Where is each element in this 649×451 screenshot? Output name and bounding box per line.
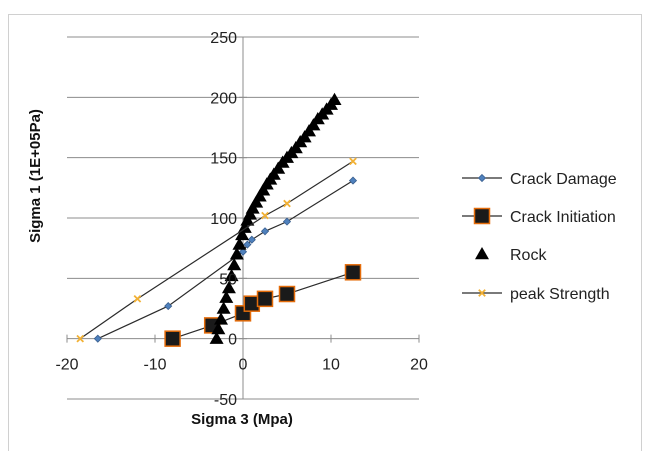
series-crack-damage [93,176,358,343]
data-point-triangle [475,247,489,260]
data-point-triangle [221,280,236,294]
x-marker-stroke [261,211,269,220]
x-axis-title: Sigma 3 (Mpa) [191,411,293,428]
legend-label: Crack Initiation [510,209,616,226]
x-marker-stroke [349,157,357,166]
data-point-triangle [219,290,234,303]
data-point-triangle [237,220,252,233]
data-point-square [278,285,296,303]
data-point-triangle [327,92,342,105]
data-point-diamond [164,302,173,311]
x-tick-label: 0 [239,357,248,374]
data-point-triangle [224,268,239,282]
data-point-triangle [209,331,224,344]
axes [66,36,420,400]
data-point-triangle [227,258,242,271]
data-point-triangle [214,312,228,325]
data-point-triangle [211,322,226,335]
legend-item: Rock [475,247,547,264]
legend-label: peak Strength [510,286,610,303]
x-tick-label: 20 [410,357,428,374]
data-point-diamond [477,173,487,183]
tick-labels: -20 -10 0 10 20 -50 0 50 100 150 200 250 [55,30,428,409]
data-point-x [283,199,291,208]
legend-item: Crack Initiation [462,207,616,226]
legend-label: Rock [510,247,547,264]
data-point-diamond [247,235,256,244]
chart-frame [8,14,642,451]
y-axis-title: Sigma 1 (1E+05Pa) [27,109,44,243]
y-tick-label: -50 [214,392,237,409]
data-point-diamond [243,240,252,249]
y-tick-label: 250 [210,30,237,47]
y-tick-label: 150 [210,151,237,168]
data-point-x [478,289,486,297]
legend-item: peak Strength [462,286,610,303]
data-point-square [344,264,362,281]
data-point-square [473,207,491,225]
series-line [79,160,354,340]
data-point-triangle [216,301,231,314]
x-marker-stroke [76,334,85,343]
legend: Crack Damage Crack Initiation Rock peak Str… [462,171,617,303]
series-crack-initiation [164,264,362,347]
y-tick-label: 100 [210,211,237,228]
x-marker-stroke [133,295,142,303]
data-point-x [133,295,142,303]
series-rock [209,92,342,344]
data-point-x [261,211,269,220]
series-line [97,180,354,340]
data-point-diamond [93,334,102,343]
x-tick-label: 10 [322,357,340,374]
data-point-triangle [232,237,247,250]
data-point-diamond [282,217,292,226]
series-layer [76,92,362,347]
legend-item: Crack Damage [462,171,617,188]
x-tick-label: -20 [55,357,78,374]
data-point-diamond [348,176,358,185]
data-point-triangle [235,227,250,241]
data-point-square [164,330,181,347]
x-tick-label: -10 [143,357,166,374]
x-marker-stroke [283,199,291,208]
y-tick-label: 200 [210,90,237,107]
data-point-x [349,157,357,166]
series-peak-strength [76,157,357,343]
legend-label: Crack Damage [510,171,617,188]
x-marker-stroke [478,289,486,297]
data-point-diamond [260,227,270,236]
y-tick-label: 50 [219,271,237,288]
data-point-square [256,290,274,308]
data-point-diamond [238,247,248,256]
y-tick-label: 0 [228,332,237,349]
data-point-x [76,334,85,343]
data-point-triangle [229,247,244,260]
